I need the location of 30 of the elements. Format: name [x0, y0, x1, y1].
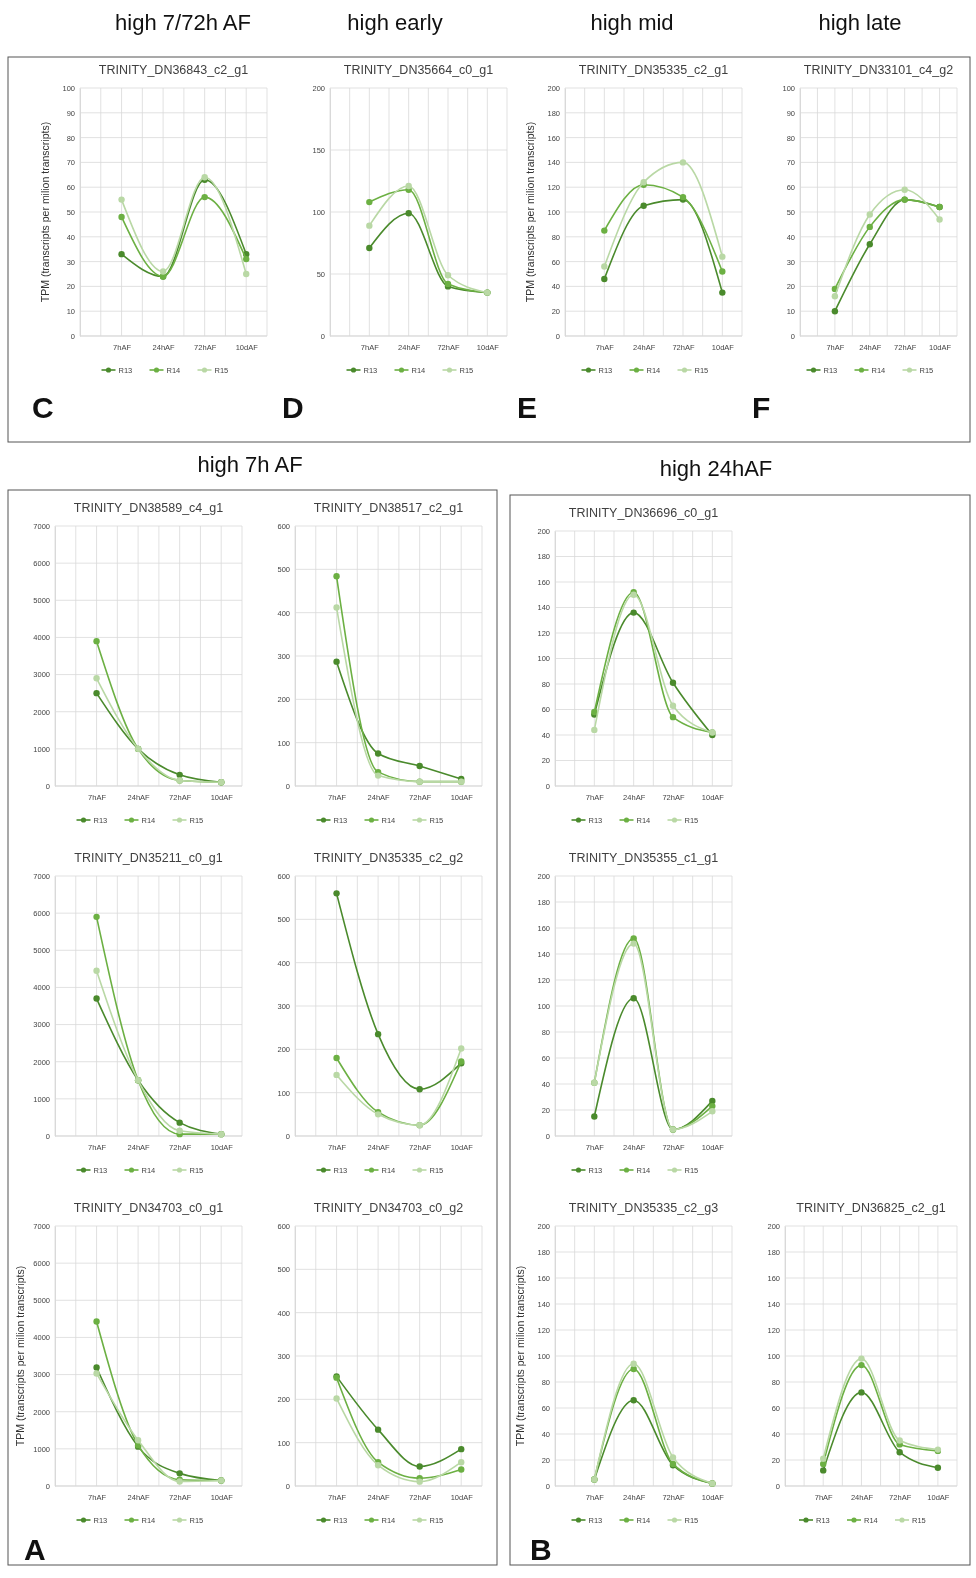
y-axis-title: TPM (transcripts per milion transcripts): [39, 121, 51, 303]
chart-title: TRINITY_DN38589_c4_g1: [73, 501, 224, 515]
chart-title: TRINITY_DN35335_c2_g1: [578, 63, 729, 77]
text: B: [530, 1533, 552, 1566]
text: high 7/72h AF: [115, 10, 251, 35]
text: high early: [347, 10, 443, 35]
chart-title: TRINITY_DN35664_c0_g1: [343, 63, 494, 77]
text: high late: [818, 10, 902, 35]
chart-title: TRINITY_DN34703_c0_g1: [73, 1201, 224, 1215]
y-axis-title: TPM (transcripts per milion transcripts): [514, 1265, 526, 1447]
chart-title: TRINITY_DN35211_c0_g1: [74, 851, 223, 865]
chart-title: TRINITY_DN35335_c2_g3: [568, 1201, 719, 1215]
chart-title: TRINITY_DN36843_c2_g1: [98, 63, 249, 77]
chart-title: TRINITY_DN35355_c1_g1: [568, 851, 719, 865]
text: high mid: [590, 10, 674, 35]
y-axis-title: TPM (transcripts per milion transcripts): [14, 1265, 26, 1447]
y-axis-title: TPM (transcripts per milion transcripts): [524, 121, 536, 303]
text: D: [282, 391, 304, 424]
chart-title: TRINITY_DN34703_c0_g2: [313, 1201, 464, 1215]
text: high 7h AF: [197, 452, 303, 477]
text: E: [517, 391, 538, 424]
chart-title: TRINITY_DN38517_c2_g1: [313, 501, 464, 515]
text: C: [32, 391, 54, 424]
text: F: [752, 391, 771, 424]
chart-title: TRINITY_DN33101_c4_g2: [803, 63, 954, 77]
text: A: [24, 1533, 46, 1566]
chart-title: TRINITY_DN36696_c0_g1: [568, 506, 719, 520]
chart-title: TRINITY_DN35335_c2_g2: [313, 851, 464, 865]
text: high 24hAF: [659, 456, 773, 481]
chart-title: TRINITY_DN36825_c2_g1: [796, 1201, 946, 1215]
